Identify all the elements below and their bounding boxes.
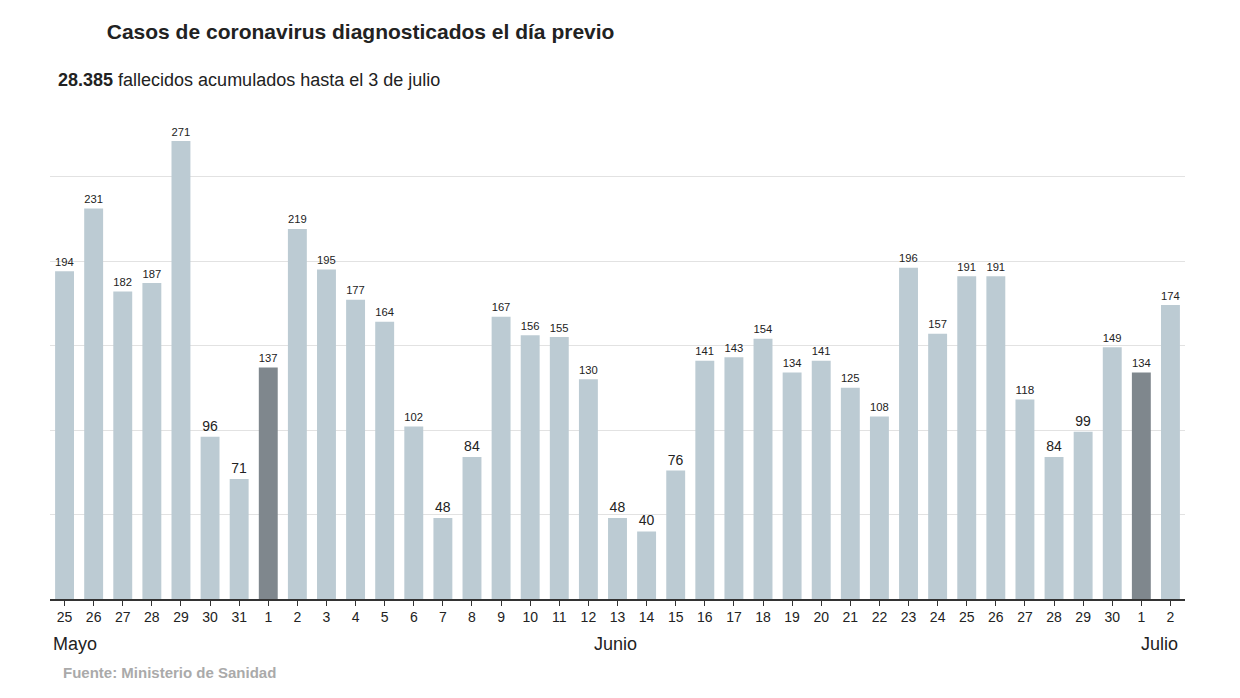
svg-text:13: 13	[610, 609, 626, 625]
svg-text:18: 18	[755, 609, 771, 625]
svg-text:76: 76	[668, 452, 684, 468]
svg-text:16: 16	[697, 609, 713, 625]
svg-text:3: 3	[323, 609, 331, 625]
svg-text:1: 1	[1137, 609, 1145, 625]
svg-text:191: 191	[986, 261, 1005, 273]
svg-text:19: 19	[784, 609, 800, 625]
svg-text:155: 155	[550, 322, 569, 334]
svg-text:28: 28	[1046, 609, 1062, 625]
svg-text:24: 24	[930, 609, 946, 625]
svg-text:30: 30	[202, 609, 218, 625]
svg-text:27: 27	[115, 609, 131, 625]
svg-text:156: 156	[521, 320, 540, 332]
svg-text:118: 118	[1015, 383, 1034, 396]
svg-text:5: 5	[381, 609, 389, 625]
svg-text:48: 48	[435, 499, 451, 515]
svg-text:231: 231	[84, 193, 103, 205]
svg-text:25: 25	[959, 609, 975, 625]
svg-text:Fuente: Ministerio de Sanidad: Fuente: Ministerio de Sanidad	[63, 664, 276, 681]
svg-text:27: 27	[1017, 609, 1033, 625]
svg-text:141: 141	[812, 345, 831, 357]
svg-text:14: 14	[639, 609, 655, 625]
svg-text:157: 157	[928, 318, 947, 330]
svg-text:26: 26	[988, 609, 1004, 625]
svg-text:28.385 fallecidos acumulados h: 28.385 fallecidos acumulados hasta el 3 …	[58, 70, 440, 90]
svg-text:177: 177	[346, 284, 365, 296]
svg-text:174: 174	[1161, 290, 1180, 302]
svg-text:20: 20	[813, 609, 829, 625]
svg-text:84: 84	[1046, 438, 1062, 454]
svg-text:Mayo: Mayo	[53, 634, 97, 654]
svg-text:130: 130	[579, 364, 598, 376]
svg-text:Casos de coronavirus diagnosti: Casos de coronavirus diagnosticados el d…	[107, 20, 615, 43]
svg-text:271: 271	[172, 126, 191, 138]
svg-text:102: 102	[404, 411, 423, 423]
svg-text:8: 8	[468, 609, 476, 625]
svg-text:167: 167	[492, 301, 511, 313]
svg-text:40: 40	[639, 512, 655, 528]
svg-text:149: 149	[1103, 332, 1122, 344]
svg-text:143: 143	[724, 342, 743, 354]
svg-text:9: 9	[497, 609, 505, 625]
svg-text:1: 1	[264, 609, 272, 625]
svg-text:182: 182	[113, 276, 132, 288]
svg-text:71: 71	[231, 460, 247, 476]
svg-text:7: 7	[439, 609, 447, 625]
svg-text:23: 23	[901, 609, 917, 625]
svg-text:4: 4	[352, 609, 360, 625]
svg-text:48: 48	[610, 499, 626, 515]
svg-text:21: 21	[843, 609, 859, 625]
svg-text:15: 15	[668, 609, 684, 625]
svg-text:22: 22	[872, 609, 888, 625]
svg-text:26: 26	[86, 609, 102, 625]
svg-text:141: 141	[695, 345, 714, 357]
svg-text:195: 195	[317, 254, 336, 266]
svg-text:25: 25	[57, 609, 73, 625]
svg-text:96: 96	[202, 418, 218, 434]
svg-text:2: 2	[1167, 609, 1175, 625]
svg-text:137: 137	[259, 352, 278, 364]
svg-text:12: 12	[581, 609, 597, 625]
svg-text:164: 164	[375, 306, 394, 318]
svg-text:Junio: Junio	[594, 634, 637, 654]
svg-text:108: 108	[870, 401, 889, 413]
svg-text:17: 17	[726, 609, 742, 625]
svg-text:194: 194	[55, 256, 74, 268]
svg-text:196: 196	[899, 252, 918, 264]
svg-text:29: 29	[173, 609, 189, 625]
svg-text:30: 30	[1104, 609, 1120, 625]
svg-text:11: 11	[552, 609, 567, 625]
svg-text:125: 125	[841, 372, 860, 384]
svg-text:134: 134	[783, 357, 802, 369]
svg-text:6: 6	[410, 609, 418, 625]
svg-text:28: 28	[144, 609, 160, 625]
svg-text:84: 84	[464, 438, 480, 454]
svg-text:134: 134	[1132, 357, 1151, 369]
svg-text:10: 10	[522, 609, 538, 625]
svg-text:154: 154	[754, 323, 773, 335]
svg-text:99: 99	[1075, 413, 1091, 429]
svg-text:191: 191	[957, 261, 976, 273]
svg-text:Julio: Julio	[1141, 634, 1178, 654]
svg-text:31: 31	[231, 609, 247, 625]
svg-text:2: 2	[293, 609, 301, 625]
svg-text:219: 219	[288, 213, 307, 225]
svg-text:187: 187	[142, 268, 161, 280]
svg-text:29: 29	[1075, 609, 1091, 625]
